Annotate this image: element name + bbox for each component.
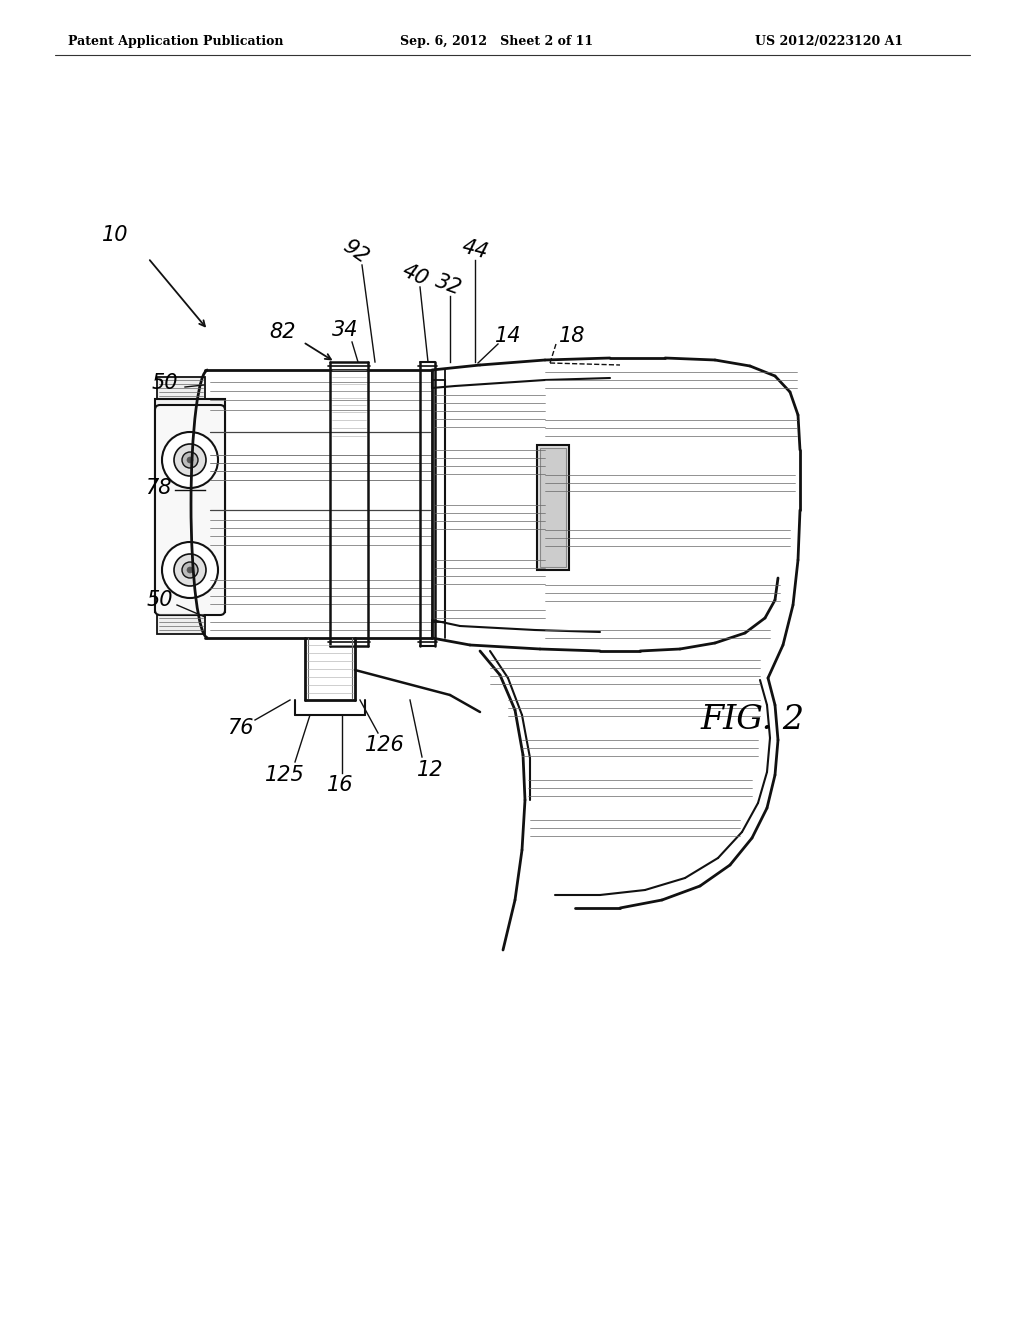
Text: 126: 126 xyxy=(366,735,404,755)
Circle shape xyxy=(174,444,206,477)
Circle shape xyxy=(162,432,218,488)
Circle shape xyxy=(162,543,218,598)
Bar xyxy=(157,378,205,399)
Text: 14: 14 xyxy=(495,326,521,346)
Text: 40: 40 xyxy=(398,260,431,289)
Text: Patent Application Publication: Patent Application Publication xyxy=(68,36,284,49)
Text: 10: 10 xyxy=(101,224,128,246)
Text: 82: 82 xyxy=(269,322,296,342)
Text: 125: 125 xyxy=(265,766,305,785)
Circle shape xyxy=(187,457,193,463)
Circle shape xyxy=(182,562,198,578)
Text: 50: 50 xyxy=(146,590,173,610)
Text: FIG. 2: FIG. 2 xyxy=(700,704,804,737)
Circle shape xyxy=(174,554,206,586)
Text: Sep. 6, 2012   Sheet 2 of 11: Sep. 6, 2012 Sheet 2 of 11 xyxy=(400,36,593,49)
Text: 78: 78 xyxy=(144,478,171,498)
Circle shape xyxy=(187,568,193,573)
Text: 44: 44 xyxy=(460,236,490,263)
Text: 32: 32 xyxy=(432,271,464,298)
Text: 16: 16 xyxy=(327,775,353,795)
Bar xyxy=(155,399,225,612)
Circle shape xyxy=(182,451,198,469)
Text: 76: 76 xyxy=(226,718,253,738)
FancyBboxPatch shape xyxy=(155,405,225,615)
Text: 18: 18 xyxy=(559,326,586,346)
Bar xyxy=(537,445,569,570)
Text: US 2012/0223120 A1: US 2012/0223120 A1 xyxy=(755,36,903,49)
Bar xyxy=(157,612,205,634)
Text: 12: 12 xyxy=(417,760,443,780)
Text: 34: 34 xyxy=(332,319,358,341)
Text: 50: 50 xyxy=(152,374,178,393)
Text: 92: 92 xyxy=(338,236,372,268)
Bar xyxy=(540,447,566,568)
